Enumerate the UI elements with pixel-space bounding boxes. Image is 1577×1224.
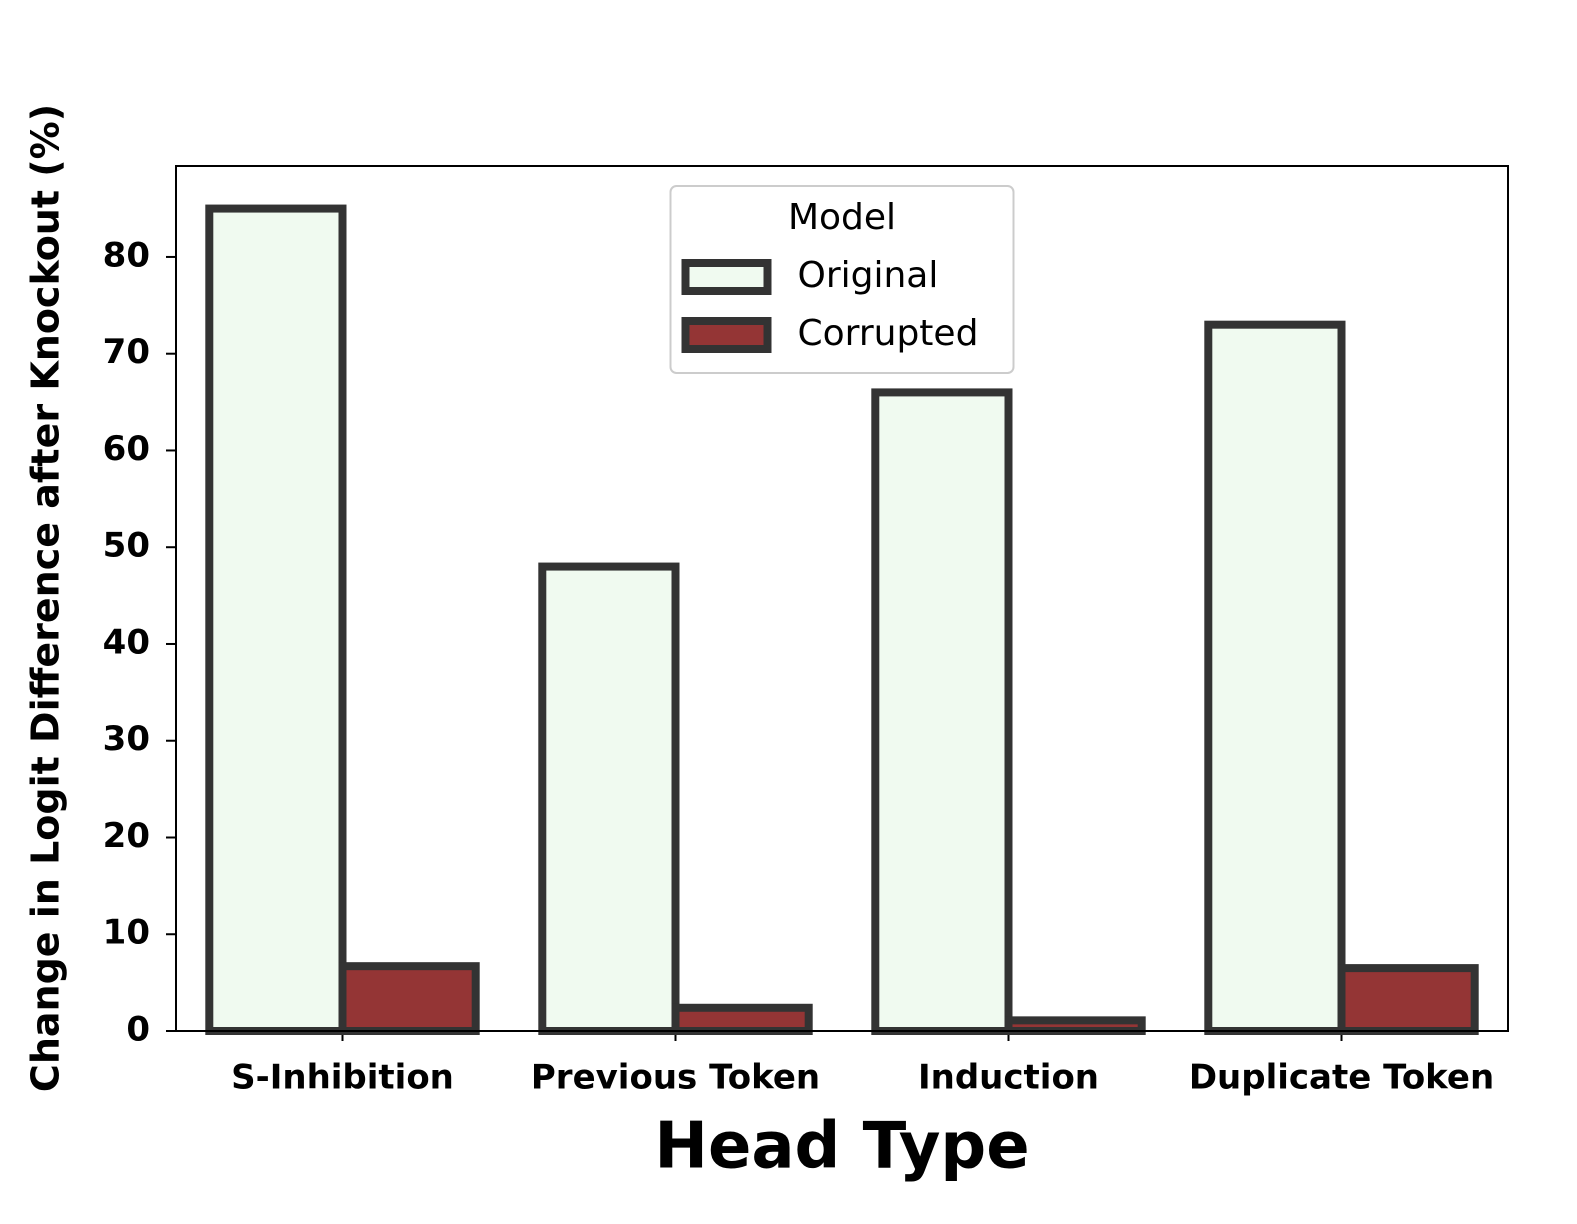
- legend-swatch: [681, 317, 772, 353]
- y-tick-label: 50: [103, 526, 150, 566]
- y-tick-label: 80: [103, 235, 150, 275]
- bar: [1337, 964, 1479, 1036]
- bar: [1204, 320, 1346, 1035]
- y-tick-label: 60: [103, 429, 150, 469]
- plot-frame: [175, 165, 1509, 1032]
- y-tick-label: 40: [103, 622, 150, 662]
- bar: [1004, 1016, 1146, 1035]
- y-tick-label: 0: [126, 1010, 150, 1050]
- bar: [871, 388, 1013, 1035]
- legend-swatch: [681, 259, 772, 295]
- bar: [338, 962, 480, 1036]
- bar: [205, 204, 347, 1036]
- x-tick-label: Duplicate Token: [1189, 1058, 1494, 1098]
- legend-title: Model: [788, 197, 896, 238]
- bar: [671, 1003, 813, 1035]
- y-tick-label: 10: [103, 913, 150, 953]
- y-tick-label: 30: [103, 719, 150, 759]
- y-tick-label: 20: [103, 816, 150, 856]
- x-tick-label: Previous Token: [531, 1058, 820, 1098]
- x-axis-label: Head Type: [654, 1110, 1029, 1184]
- legend-label: Original: [798, 255, 939, 296]
- y-axis-label: Change in Logit Difference after Knockou…: [24, 104, 68, 1092]
- x-tick-label: S-Inhibition: [231, 1058, 454, 1098]
- y-tick-label: 70: [103, 332, 150, 372]
- bar: [538, 562, 680, 1036]
- legend-label: Corrupted: [798, 313, 979, 354]
- x-tick-label: Induction: [918, 1058, 1099, 1098]
